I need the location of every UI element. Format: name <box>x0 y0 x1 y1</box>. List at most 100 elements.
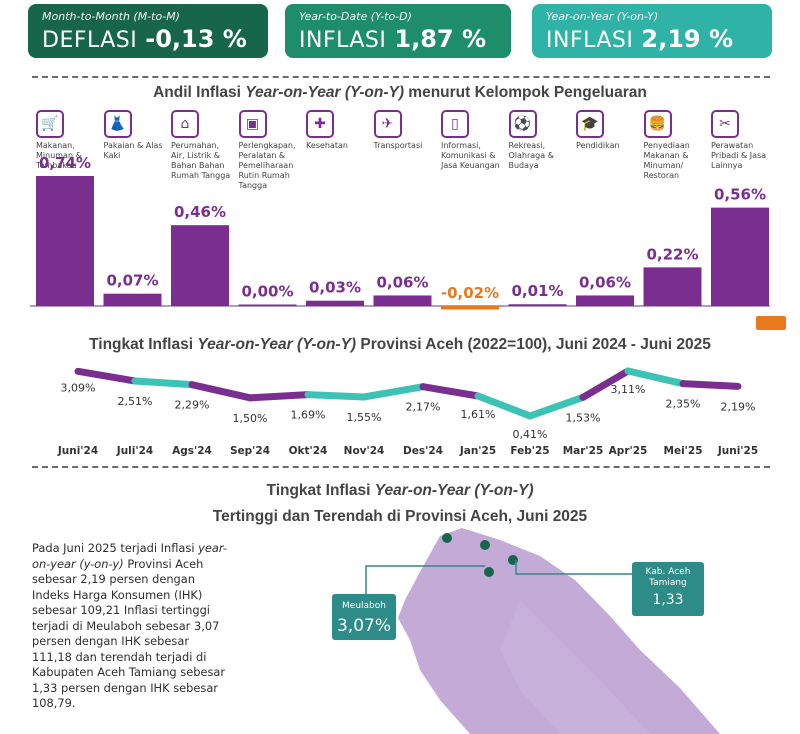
category-name: Makanan, Minuman & Tembakau <box>36 141 82 170</box>
line-value-label: 0,41% <box>513 428 548 441</box>
line-value-label: 1,53% <box>566 411 601 424</box>
bar <box>306 300 364 306</box>
line-value-label: 1,50% <box>233 412 268 425</box>
line-value-label: 2,51% <box>118 395 153 408</box>
line-segment <box>246 391 312 402</box>
x-tick-label: Jan'25 <box>459 445 496 457</box>
ytd-card: Year-to-Date (Y-to-D) INFLASI 1,87 % <box>285 4 511 58</box>
divider <box>32 466 770 468</box>
line-value-label: 2,29% <box>175 399 210 412</box>
bar-value-label: -0,02% <box>441 284 499 302</box>
yoy-line-chart: 3,09% Juni'24 2,51% Juli'24 2,29% Ags'24 1,50%… <box>57 367 758 457</box>
x-tick-label: Juli'24 <box>116 445 153 457</box>
callout-name: Kab. Aceh Tamiang <box>645 567 691 588</box>
map-title-line1: Tingkat Inflasi Year-on-Year (Y-on-Y) <box>266 482 534 499</box>
category-item: ✂ Perawatan Pribadi & Jasa Lainnya <box>711 110 775 171</box>
grocery-basket-icon: 🛒 <box>36 110 64 138</box>
line-segment <box>74 367 139 385</box>
bar <box>238 304 297 306</box>
category-name: Perawatan Pribadi & Jasa Lainnya <box>711 141 767 170</box>
dress-icon: 👗 <box>103 110 132 138</box>
soccer-player-icon: ⚽ <box>508 110 537 138</box>
card-label: INFLASI <box>299 28 387 53</box>
x-tick-label: Okt'24 <box>289 445 328 457</box>
contribution-title: Andil Inflasi Year-on-Year (Y-on-Y) menu… <box>153 84 647 101</box>
category-item: ▯ Informasi, Komunikasi & Jasa Keuangan <box>441 110 505 171</box>
mtm-card: Month-to-Month (M-to-M) DEFLASI -0,13 % <box>28 4 268 58</box>
category-item: ✈ Transportasi <box>373 110 438 151</box>
aceh-province-shape <box>398 528 720 734</box>
x-tick-label: Sep'24 <box>230 445 270 457</box>
category-item: 🍔 Penyediaan Makanan & Minuman/ Restoran <box>643 110 708 181</box>
category-name: Pendidikan <box>576 141 620 150</box>
city-marker <box>480 540 490 550</box>
callout-value: 3,07% <box>336 616 391 636</box>
category-name: Penyediaan Makanan & Minuman/ Restoran <box>643 141 690 180</box>
bar <box>171 225 229 306</box>
summary-paragraph: Pada Juni 2025 terjadi Inflasi year-on-y… <box>32 541 228 710</box>
bar <box>643 267 702 306</box>
neighbor-province-shape <box>500 600 650 734</box>
line-value-label: 3,09% <box>61 381 96 394</box>
line-value-label: 2,19% <box>721 400 756 413</box>
medical-kit-icon: ✚ <box>306 110 334 138</box>
house-icon: ⌂ <box>171 110 199 138</box>
yoy-card: Year-on-Year (Y-on-Y) INFLASI 2,19 % <box>532 4 772 58</box>
line-segment <box>419 383 482 400</box>
line-segment <box>131 377 196 389</box>
category-item: ✚ Kesehatan <box>306 110 370 151</box>
line-value-label: 2,35% <box>666 398 701 411</box>
category-name: Pakaian & Alas Kaki <box>103 141 163 160</box>
line-value-label: 2,17% <box>406 401 441 414</box>
line-value-label: 1,55% <box>347 411 382 424</box>
bar-value-label: 0,74% <box>39 154 91 172</box>
card-subtitle: Month-to-Month (M-to-M) <box>42 10 180 23</box>
bar <box>576 295 634 306</box>
bar-value-label: 0,22% <box>646 245 698 263</box>
category-name: Informasi, Komunikasi & Jasa Keuangan <box>441 141 500 170</box>
category-name: Perumahan, Air, Listrik & Bahan Bahan Ru… <box>171 141 231 180</box>
category-name: Kesehatan <box>306 141 348 150</box>
category-item: ⌂ Perumahan, Air, Listrik & Bahan Bahan R… <box>171 110 235 181</box>
line-value-label: 1,69% <box>291 409 326 422</box>
category-item: 🛒 Makanan, Minuman & Tembakau <box>36 110 100 171</box>
line-segment <box>679 380 742 390</box>
truck-icon <box>756 316 786 330</box>
bar-value-label: 0,06% <box>376 273 428 291</box>
card-label: INFLASI <box>546 28 634 53</box>
line-segment <box>624 367 687 388</box>
line-chart-title: Tingkat Inflasi Year-on-Year (Y-on-Y) Pr… <box>89 336 711 353</box>
map-title-line2: Tertinggi dan Terendah di Provinsi Aceh,… <box>212 508 588 525</box>
category-item: 👗 Pakaian & Alas Kaki <box>103 110 168 161</box>
x-tick-label: Mar'25 <box>563 445 604 457</box>
x-tick-label: Nov'24 <box>344 445 385 457</box>
callout-name: Meulaboh <box>342 601 386 611</box>
category-item: 🎓 Pendidikan <box>576 110 640 151</box>
x-tick-label: Juni'25 <box>717 445 758 457</box>
x-tick-label: Des'24 <box>403 445 443 457</box>
bar-value-label: 0,03% <box>309 279 361 297</box>
line-segment <box>360 383 427 401</box>
category-name: Perlengkapan, Peralatan & Pemeliharaan R… <box>238 141 296 190</box>
lowest-inflation-callout: Kab. Aceh Tamiang 1,33 <box>632 562 704 616</box>
phone-icon: ▯ <box>441 110 469 138</box>
line-value-label: 3,11% <box>611 383 646 396</box>
card-subtitle: Year-on-Year (Y-on-Y) <box>546 10 659 23</box>
fast-food-icon: 🍔 <box>643 110 672 138</box>
category-name: Rekreasi, Olahraga & Budaya <box>508 141 554 170</box>
line-segment <box>474 392 534 420</box>
airplane-icon: ✈ <box>373 110 402 138</box>
line-segment <box>526 393 587 420</box>
bar-value-label: 0,56% <box>714 186 766 204</box>
divider <box>32 76 770 78</box>
bar <box>36 176 94 306</box>
iron-icon: ▣ <box>238 110 267 138</box>
tools-icon: ✂ <box>711 110 739 138</box>
x-tick-label: Mei'25 <box>664 445 703 457</box>
card-label: DEFLASI <box>42 28 138 53</box>
line-value-label: 1,61% <box>461 408 496 421</box>
meulaboh-marker <box>484 567 494 577</box>
bar-value-label: 0,01% <box>511 282 563 300</box>
bar <box>103 293 162 306</box>
